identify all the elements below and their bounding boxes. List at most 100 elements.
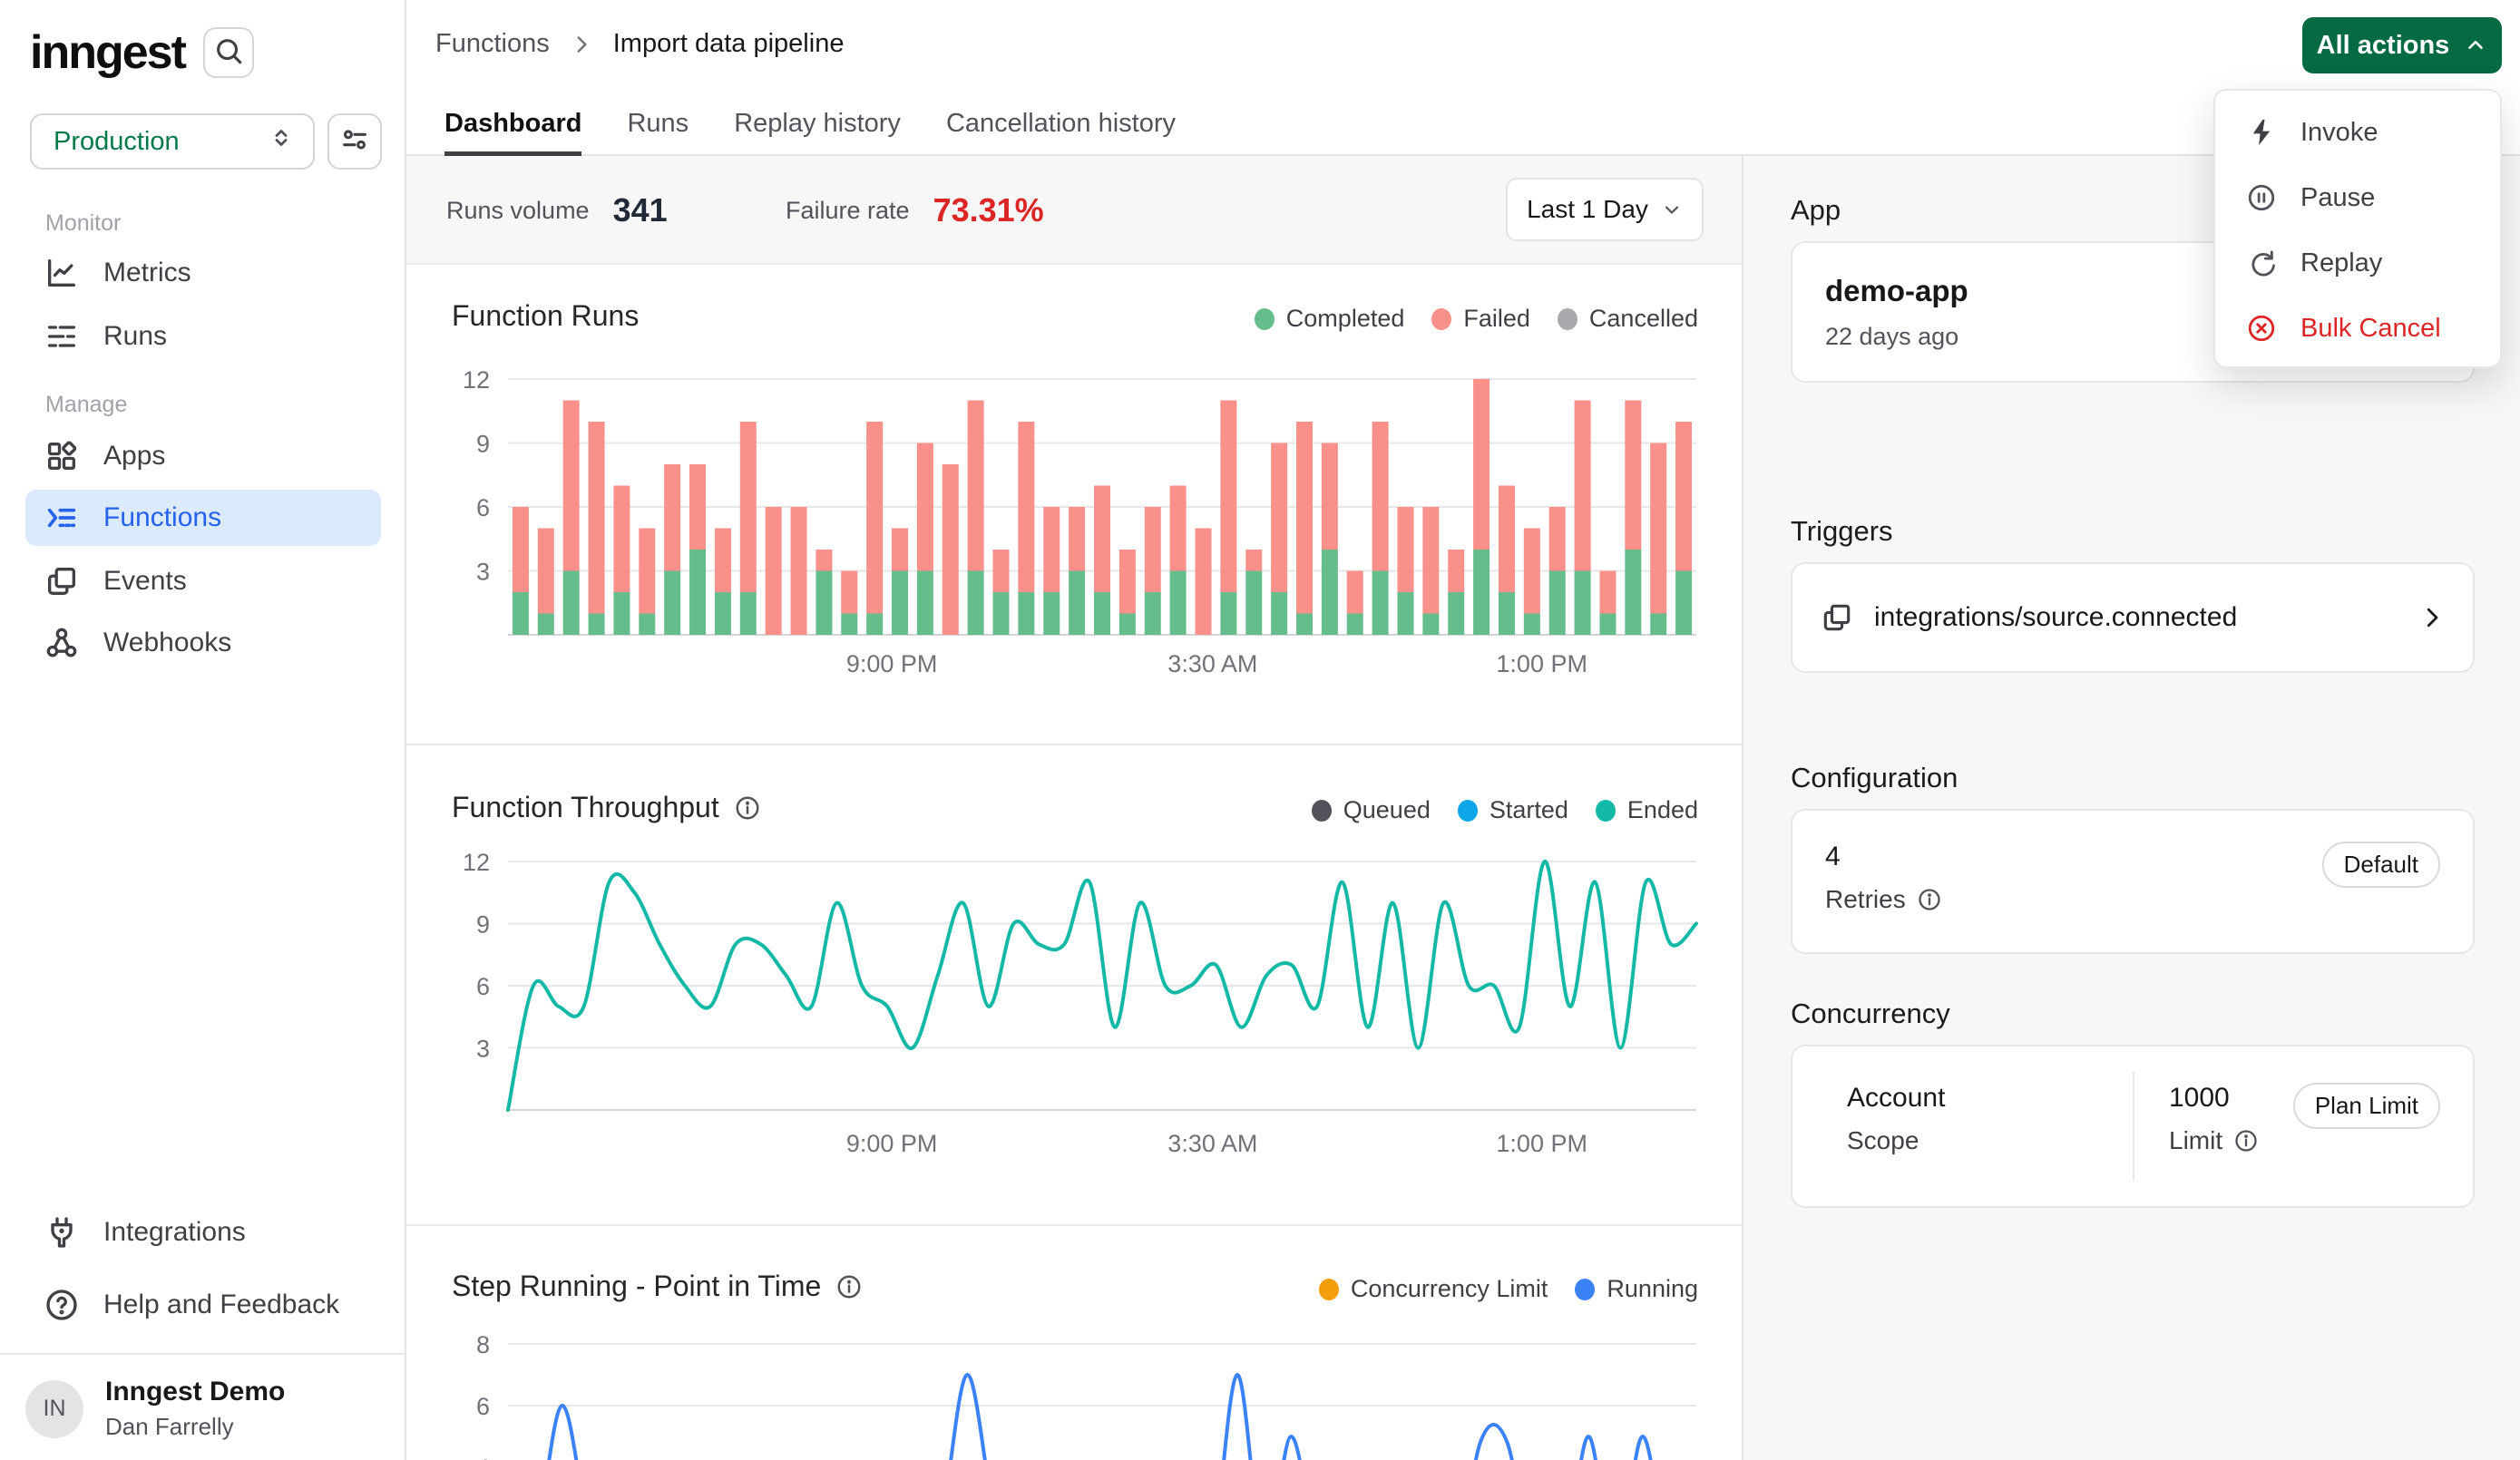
breadcrumb-functions[interactable]: Functions: [435, 29, 550, 59]
chevron-up-icon: [2464, 34, 2487, 57]
svg-text:12: 12: [463, 849, 490, 876]
runs-list-icon: [44, 318, 80, 355]
legend-item[interactable]: Failed: [1431, 305, 1530, 333]
legend-label: Running: [1607, 1275, 1698, 1303]
cancel-circle-icon: [2246, 313, 2277, 344]
legend-item[interactable]: Running: [1575, 1275, 1698, 1303]
sidebar-item-webhooks[interactable]: Webhooks: [25, 615, 381, 671]
legend-item[interactable]: Queued: [1312, 796, 1431, 824]
svg-text:1:00 PM: 1:00 PM: [1496, 650, 1587, 677]
menu-item-invoke[interactable]: Invoke: [2215, 100, 2500, 165]
step-running-chart: 8 6 4: [426, 1324, 1722, 1460]
menu-item-replay[interactable]: Replay: [2215, 230, 2500, 296]
svg-text:6: 6: [476, 1393, 490, 1420]
failure-rate-label: Failure rate: [786, 197, 910, 225]
concurrency-section-title: Concurrency: [1791, 998, 1950, 1030]
environment-settings-button[interactable]: [327, 113, 382, 170]
page-header: Functions Import data pipeline Dashboard…: [406, 0, 2520, 156]
legend-label: Ended: [1627, 796, 1698, 824]
tab-replay-history[interactable]: Replay history: [734, 96, 901, 156]
concurrency-scope-value: Account: [1847, 1083, 2133, 1114]
legend-dot: [1255, 308, 1275, 330]
sidebar-item-apps[interactable]: Apps: [25, 428, 381, 484]
legend-item[interactable]: Started: [1458, 796, 1568, 824]
section-divider: [406, 1224, 1742, 1226]
search-icon: [213, 35, 244, 71]
svg-text:3: 3: [476, 559, 490, 586]
step-running-legend: Concurrency Limit Running: [1319, 1275, 1698, 1303]
account-name: Inngest Demo: [105, 1377, 285, 1407]
sidebar-item-events[interactable]: Events: [25, 553, 381, 609]
sidebar-item-metrics[interactable]: Metrics: [25, 245, 381, 301]
lightning-icon: [2246, 117, 2277, 148]
triggers-section-title: Triggers: [1791, 515, 1893, 548]
events-icon: [44, 563, 80, 599]
function-throughput-chart: 129639:00 PM3:30 AM1:00 PM: [426, 848, 1722, 1163]
trigger-card[interactable]: integrations/source.connected: [1791, 562, 2475, 673]
runs-volume-value: 341: [613, 191, 668, 229]
info-icon[interactable]: [835, 1273, 863, 1300]
sidebar-footer-divider: [0, 1353, 405, 1355]
info-icon[interactable]: [2233, 1128, 2259, 1153]
sidebar-item-runs[interactable]: Runs: [25, 308, 381, 365]
environment-name: Production: [54, 127, 180, 157]
legend-dot: [1575, 1279, 1595, 1300]
legend-label: Completed: [1286, 305, 1405, 333]
svg-text:9: 9: [476, 431, 490, 458]
menu-item-bulk-cancel[interactable]: Bulk Cancel: [2215, 296, 2500, 361]
event-icon: [1820, 600, 1854, 635]
retries-value: 4: [1825, 842, 1942, 872]
concurrency-card: Account Scope 1000 Limit Plan Limit: [1791, 1045, 2475, 1208]
sidebar-item-integrations[interactable]: Integrations: [25, 1204, 381, 1260]
sidebar-item-functions[interactable]: Functions: [25, 490, 381, 546]
legend-item[interactable]: Cancelled: [1558, 305, 1698, 333]
help-circle-icon: [44, 1287, 80, 1323]
sidebar: inngest Production Monitor: [0, 0, 406, 1460]
svg-text:3:30 AM: 3:30 AM: [1167, 650, 1257, 677]
legend-label: Failed: [1463, 305, 1530, 333]
time-range-select[interactable]: Last 1 Day: [1506, 178, 1704, 241]
inngest-logo: inngest: [30, 25, 185, 80]
sidebar-item-help-feedback[interactable]: Help and Feedback: [25, 1277, 381, 1333]
breadcrumb: Functions Import data pipeline: [435, 29, 844, 59]
menu-item-pause[interactable]: Pause: [2215, 165, 2500, 230]
legend-dot: [1319, 1279, 1339, 1300]
tab-runs[interactable]: Runs: [627, 96, 689, 156]
inngest-dashboard: inngest Production Monitor: [0, 0, 2520, 1460]
svg-text:8: 8: [476, 1331, 490, 1358]
functions-icon: [44, 500, 80, 536]
svg-text:6: 6: [476, 494, 490, 521]
plan-limit-badge: Plan Limit: [2293, 1083, 2440, 1129]
user-name: Dan Farrelly: [105, 1413, 285, 1441]
legend-item[interactable]: Ended: [1596, 796, 1698, 824]
legend-dot: [1558, 308, 1577, 330]
function-runs-chart: 129639:00 PM3:30 AM1:00 PM: [426, 363, 1722, 682]
legend-dot: [1312, 800, 1332, 822]
step-running-title: Step Running - Point in Time: [452, 1270, 863, 1303]
legend-item[interactable]: Concurrency Limit: [1319, 1275, 1548, 1303]
chevron-up-down-icon: [268, 124, 295, 159]
app-section-title: App: [1791, 194, 1841, 227]
tab-cancellation-history[interactable]: Cancellation history: [946, 96, 1176, 156]
sidebar-section-monitor: Monitor: [45, 210, 121, 237]
webhooks-icon: [44, 625, 80, 661]
failure-rate-value: 73.31%: [933, 191, 1044, 229]
tab-dashboard[interactable]: Dashboard: [444, 96, 581, 156]
profile-menu[interactable]: IN Inngest Demo Dan Farrelly: [25, 1377, 285, 1441]
search-button[interactable]: [203, 27, 254, 78]
legend-label: Cancelled: [1589, 305, 1698, 333]
breadcrumb-function-name: Import data pipeline: [613, 29, 845, 59]
concurrency-scope-label: Scope: [1847, 1126, 2133, 1155]
environment-selector[interactable]: Production: [30, 113, 315, 170]
legend-label: Queued: [1343, 796, 1431, 824]
info-icon[interactable]: [734, 794, 761, 822]
function-runs-legend: Completed Failed Cancelled: [1255, 305, 1698, 333]
chevron-right-icon: [570, 33, 593, 56]
configuration-section-title: Configuration: [1791, 762, 1958, 794]
all-actions-button[interactable]: All actions: [2302, 17, 2502, 73]
legend-item[interactable]: Completed: [1255, 305, 1405, 333]
all-actions-menu: Invoke Pause Replay Bulk Cancel: [2213, 89, 2502, 368]
svg-text:4: 4: [476, 1455, 490, 1460]
legend-dot: [1458, 800, 1478, 822]
info-icon[interactable]: [1917, 887, 1942, 912]
